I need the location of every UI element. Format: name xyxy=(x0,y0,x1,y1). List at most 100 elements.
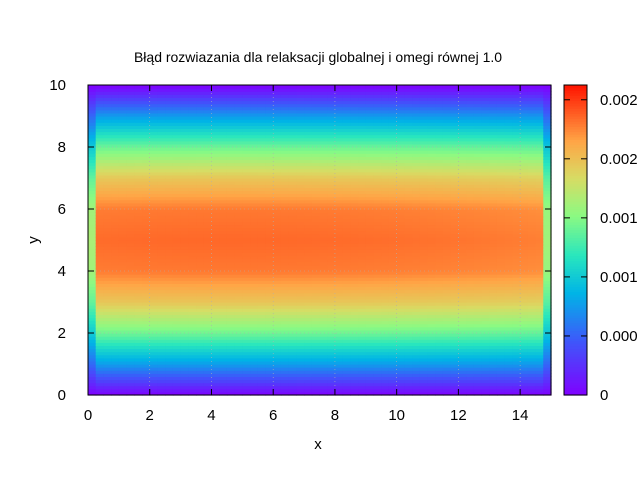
heatmap-cell xyxy=(404,280,413,284)
heatmap-cell xyxy=(172,271,182,275)
heatmap-cell xyxy=(88,286,97,291)
heatmap-cell xyxy=(111,246,120,250)
heatmap-cell xyxy=(226,159,236,164)
heatmap-cell xyxy=(273,382,282,387)
heatmap-cell xyxy=(311,109,321,114)
heatmap-cell xyxy=(257,212,267,216)
heatmap-cell xyxy=(342,227,351,232)
heatmap-cell xyxy=(450,329,459,334)
heatmap-cell xyxy=(288,311,297,315)
heatmap-cell xyxy=(111,199,120,204)
heatmap-cell xyxy=(373,94,382,98)
heatmap-cell xyxy=(311,320,321,325)
heatmap-cell xyxy=(103,137,112,142)
heatmap-cell xyxy=(257,230,267,235)
heatmap-cell xyxy=(450,147,459,151)
heatmap-cell xyxy=(442,385,452,390)
heatmap-cell xyxy=(180,246,189,250)
heatmap-cell xyxy=(172,209,182,213)
heatmap-cell xyxy=(165,339,174,343)
heatmap-cell xyxy=(95,342,105,346)
heatmap-cell xyxy=(134,333,143,337)
heatmap-cell xyxy=(466,376,475,381)
heatmap-cell xyxy=(234,249,243,253)
heatmap-cell xyxy=(95,181,105,185)
heatmap-cell xyxy=(165,246,174,250)
heatmap-cell xyxy=(157,267,166,272)
heatmap-cell xyxy=(172,236,182,241)
heatmap-cell xyxy=(172,97,182,102)
heatmap-cell xyxy=(226,119,236,123)
heatmap-cell xyxy=(296,205,305,210)
heatmap-cell xyxy=(450,112,459,117)
heatmap-cell xyxy=(327,286,336,291)
heatmap-cell xyxy=(226,162,236,167)
heatmap-cell xyxy=(319,184,328,188)
heatmap-cell xyxy=(358,339,367,343)
heatmap-cell xyxy=(296,370,305,374)
heatmap-cell xyxy=(327,147,336,151)
heatmap-cell xyxy=(95,370,105,374)
heatmap-cell xyxy=(280,103,290,108)
heatmap-cell xyxy=(280,376,290,381)
heatmap-cell xyxy=(257,379,267,384)
heatmap-cell xyxy=(196,243,205,247)
heatmap-cell xyxy=(234,376,243,381)
heatmap-cell xyxy=(111,159,120,164)
heatmap-cell xyxy=(250,218,259,222)
heatmap-cell xyxy=(412,373,421,377)
heatmap-cell xyxy=(288,385,297,390)
heatmap-cell xyxy=(396,168,405,173)
heatmap-cell xyxy=(142,230,151,235)
heatmap-cell xyxy=(334,199,344,204)
heatmap-cell xyxy=(219,112,228,117)
heatmap-cell xyxy=(311,209,321,213)
heatmap-cell xyxy=(157,255,166,260)
heatmap-cell xyxy=(373,289,382,294)
heatmap-cell xyxy=(381,85,390,89)
heatmap-cell xyxy=(234,379,243,384)
heatmap-cell xyxy=(134,246,143,250)
heatmap-cell xyxy=(350,351,359,356)
heatmap-cell xyxy=(327,329,336,334)
heatmap-cell xyxy=(188,308,197,312)
heatmap-cell xyxy=(296,264,305,269)
heatmap-cell xyxy=(157,91,166,95)
heatmap-cell xyxy=(280,193,290,198)
heatmap-cell xyxy=(342,100,351,105)
heatmap-cell xyxy=(265,367,274,371)
heatmap-cell xyxy=(280,199,290,204)
heatmap-cell xyxy=(412,162,421,167)
heatmap-cell xyxy=(342,289,351,294)
heatmap-cell xyxy=(404,240,413,244)
heatmap-cell xyxy=(211,212,220,216)
heatmap-cell xyxy=(250,240,259,244)
heatmap-cell xyxy=(442,128,452,133)
heatmap-cell xyxy=(188,271,197,275)
heatmap-cell xyxy=(396,209,405,213)
heatmap-cell xyxy=(118,224,128,229)
heatmap-cell xyxy=(419,354,429,359)
heatmap-cell xyxy=(435,224,444,229)
heatmap-cell xyxy=(296,236,305,241)
heatmap-cell xyxy=(342,97,351,102)
heatmap-cell xyxy=(111,227,120,232)
heatmap-cell xyxy=(412,205,421,210)
heatmap-cell xyxy=(358,240,367,244)
heatmap-cell xyxy=(381,196,390,201)
heatmap-cell xyxy=(450,370,459,374)
heatmap-cell xyxy=(111,311,120,315)
heatmap-cell xyxy=(180,367,189,371)
heatmap-cell xyxy=(304,277,313,281)
heatmap-cell xyxy=(342,274,351,278)
heatmap-cell xyxy=(103,267,112,272)
heatmap-cell xyxy=(327,112,336,117)
heatmap-cell xyxy=(134,112,143,117)
heatmap-cell xyxy=(134,264,143,269)
heatmap-cell xyxy=(419,317,429,322)
heatmap-cell xyxy=(373,88,382,92)
heatmap-cell xyxy=(396,277,405,281)
heatmap-cell xyxy=(404,209,413,213)
heatmap-cell xyxy=(219,292,228,297)
heatmap-cell xyxy=(257,181,267,185)
